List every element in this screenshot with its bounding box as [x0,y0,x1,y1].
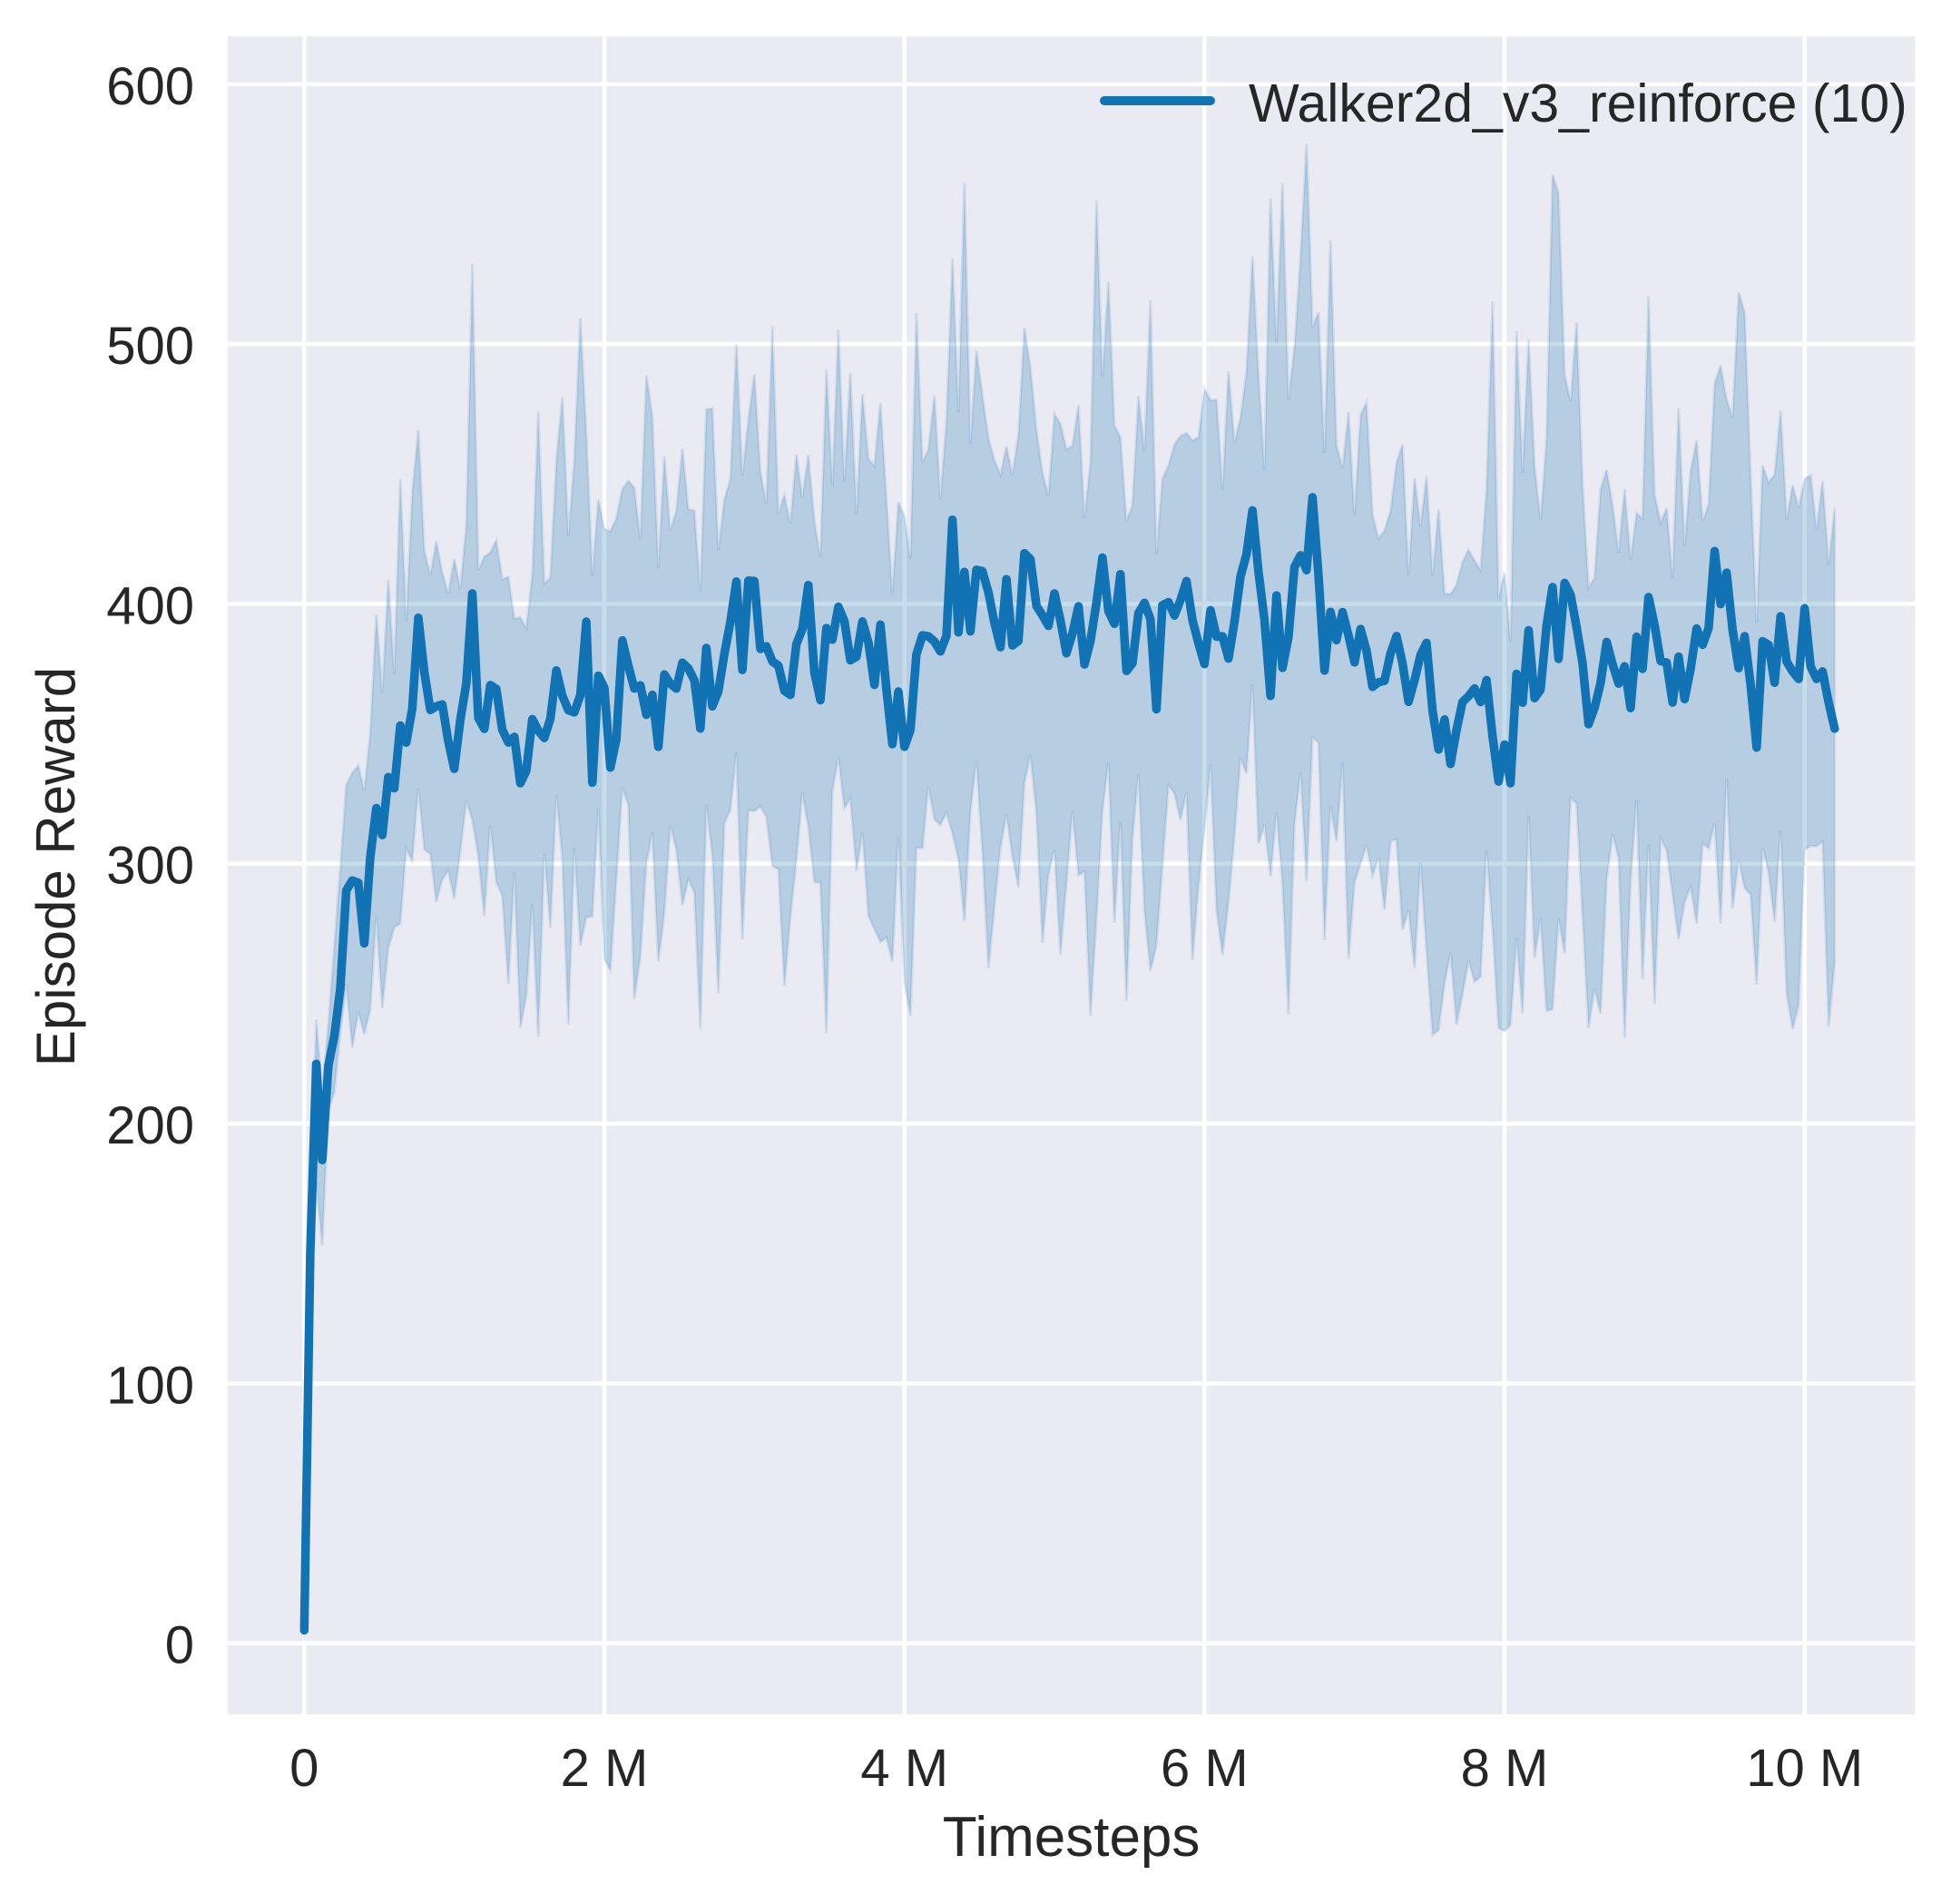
svg-text:6 M: 6 M [1161,1739,1249,1798]
svg-text:10 M: 10 M [1746,1739,1863,1798]
svg-text:300: 300 [106,837,194,896]
svg-text:0: 0 [289,1739,319,1798]
svg-text:4 M: 4 M [860,1739,948,1798]
svg-text:2 M: 2 M [561,1739,649,1798]
svg-text:Walker2d_v3_reinforce (10): Walker2d_v3_reinforce (10) [1249,74,1907,133]
svg-text:200: 200 [106,1096,194,1155]
svg-text:0: 0 [165,1616,194,1675]
svg-text:Episode Reward: Episode Reward [25,667,86,1066]
svg-text:8 M: 8 M [1461,1739,1549,1798]
svg-text:400: 400 [106,576,194,635]
svg-text:500: 500 [106,317,194,376]
svg-text:600: 600 [106,57,194,116]
svg-text:100: 100 [106,1356,194,1415]
svg-text:Timesteps: Timesteps [943,1806,1201,1869]
